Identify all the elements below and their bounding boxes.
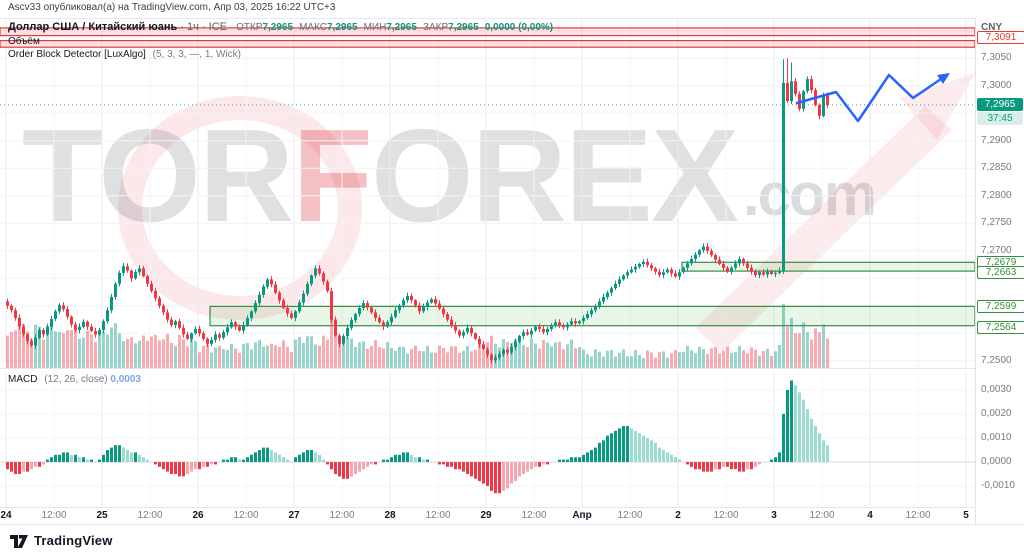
price-axis[interactable]: CNY 7,3050 7,3000 7,2900 7,2850 7,2800 7,2750…	[975, 18, 1024, 524]
symbol-title[interactable]: Доллар США / Китайский юань	[8, 21, 178, 33]
order-block-level-badge: 7,2564	[977, 321, 1024, 334]
price-tick-label: 7,3050	[981, 52, 1012, 63]
time-label-hour: 12:00	[521, 510, 547, 521]
price-tick-label: 7,2750	[981, 217, 1012, 228]
volume-legend[interactable]: Объём	[8, 36, 40, 47]
symbol-legend[interactable]: Доллар США / Китайский юань · 1ч · ICE О…	[8, 21, 553, 33]
ohlc-label: ОТКР	[236, 22, 263, 33]
time-label-day: 4	[867, 510, 873, 521]
time-axis-separator	[0, 507, 975, 508]
macd-tick-label: 0,0010	[981, 432, 1012, 443]
macd-params: (12, 26, close)	[44, 374, 108, 385]
change-value: 0,0000 (0,00%)	[484, 22, 554, 33]
ohlc-value: 7,2965	[386, 22, 417, 33]
time-label-hour: 12:00	[41, 510, 67, 521]
orderblock-params: (5, 3, 3, —, 1, Wick)	[152, 49, 241, 60]
time-label-hour: 12:00	[905, 510, 931, 521]
ohlc-label: ЗАКР	[422, 22, 449, 33]
ohlc-label: МИН	[363, 22, 387, 33]
order-block-level-badge: 7,2663	[977, 266, 1024, 279]
publish-header: Ascv33 опубликовал(а) на TradingView.com…	[8, 2, 336, 13]
ohlc-label: МАКС	[299, 22, 327, 33]
tradingview-footer[interactable]: TradingView	[10, 533, 113, 548]
macd-canvas[interactable]	[0, 371, 975, 507]
time-label-hour: 12:00	[617, 510, 643, 521]
macd-histogram-layer[interactable]	[6, 380, 829, 494]
price-tick-label: 7,2500	[981, 355, 1012, 366]
time-label-hour: 12:00	[137, 510, 163, 521]
volume-layer[interactable]	[6, 304, 829, 368]
chart-frame-bottom	[0, 524, 1024, 525]
watermark-ring	[118, 96, 362, 320]
watermark-arrow-shaft	[695, 106, 952, 352]
time-label-hour: 12:00	[713, 510, 739, 521]
symbol-meta[interactable]: · 1ч · ICE	[180, 21, 228, 33]
price-tick-label: 7,2700	[981, 245, 1012, 256]
price-tick-label: 7,3000	[981, 80, 1012, 91]
order-block-level-badge-bearish: 7,3091	[977, 31, 1024, 44]
time-label-hour: 12:00	[425, 510, 451, 521]
orderblock-name[interactable]: Order Block Detector [LuxAlgo]	[8, 49, 146, 60]
watermark-shapes	[118, 73, 975, 352]
ohlc-value: 7,2965	[327, 22, 358, 33]
candle-countdown-badge: 37:45	[977, 112, 1023, 125]
price-chart-canvas[interactable]	[0, 18, 975, 368]
time-label-day: 2	[675, 510, 681, 521]
chart-frame-top	[0, 18, 1024, 19]
bearish-order-block-zone[interactable]	[0, 27, 975, 37]
volume-label[interactable]: Объём	[8, 36, 40, 47]
macd-tick-label: 0,0000	[981, 456, 1012, 467]
bullish-order-block-zone[interactable]	[681, 261, 975, 272]
time-label-day: 3	[771, 510, 777, 521]
ohlc-value: 7,2965	[262, 22, 294, 33]
trend-arrow-drawing[interactable]	[795, 73, 950, 123]
bearish-order-block-zone[interactable]	[0, 40, 975, 48]
price-tick-label: 7,2800	[981, 190, 1012, 201]
time-label-hour: 12:00	[809, 510, 835, 521]
ohlc-values: ОТКР7,2965 МАКС7,2965 МИН7,2965 ЗАКР7,2965 0…	[230, 21, 553, 33]
time-label-hour: 12:00	[233, 510, 259, 521]
time-label-day: 5	[963, 510, 969, 521]
time-label-day: 27	[288, 510, 300, 521]
currency-label: CNY	[981, 22, 1003, 33]
macd-tick-label: 0,0020	[981, 408, 1012, 419]
time-axis[interactable]: 24 12:00 25 12:00 26 12:00 27 12:00 28 12:00 29 12:…	[0, 509, 1024, 524]
price-tick-label: 7,2850	[981, 162, 1012, 173]
time-label-day: 24	[0, 510, 12, 521]
watermark-com-suffix: .com	[742, 161, 877, 228]
macd-grid-layer	[0, 371, 975, 507]
macd-tick-label: -0,0010	[981, 480, 1015, 491]
time-label-day: 28	[384, 510, 396, 521]
bullish-order-block-zone[interactable]	[209, 305, 975, 327]
time-label-day: 26	[192, 510, 204, 521]
time-label-day: 29	[480, 510, 492, 521]
candles-layer[interactable]	[6, 58, 829, 364]
price-tick-label: 7,2900	[981, 135, 1012, 146]
time-label-day: Апр	[572, 510, 592, 521]
tradingview-logo-icon	[10, 534, 28, 548]
time-label-day: 25	[96, 510, 108, 521]
order-block-level-badge: 7,2599	[977, 300, 1024, 313]
pane-separator[interactable]	[0, 368, 975, 369]
time-label-hour: 12:00	[329, 510, 355, 521]
macd-tick-label: 0,0030	[981, 384, 1012, 395]
watermark-accent-letter: F	[292, 102, 373, 249]
macd-name[interactable]: MACD	[8, 374, 38, 385]
tradingview-brand-text: TradingView	[34, 533, 113, 548]
ohlc-value: 7,2965	[448, 22, 479, 33]
watermark-arrow-head	[900, 73, 975, 140]
macd-legend[interactable]: MACD (12, 26, close) 0,0003	[8, 374, 141, 385]
orderblock-legend[interactable]: Order Block Detector [LuxAlgo] (5, 3, 3,…	[8, 49, 241, 60]
macd-value: 0,0003	[110, 374, 141, 385]
current-price-badge: 7,2965	[977, 98, 1023, 111]
